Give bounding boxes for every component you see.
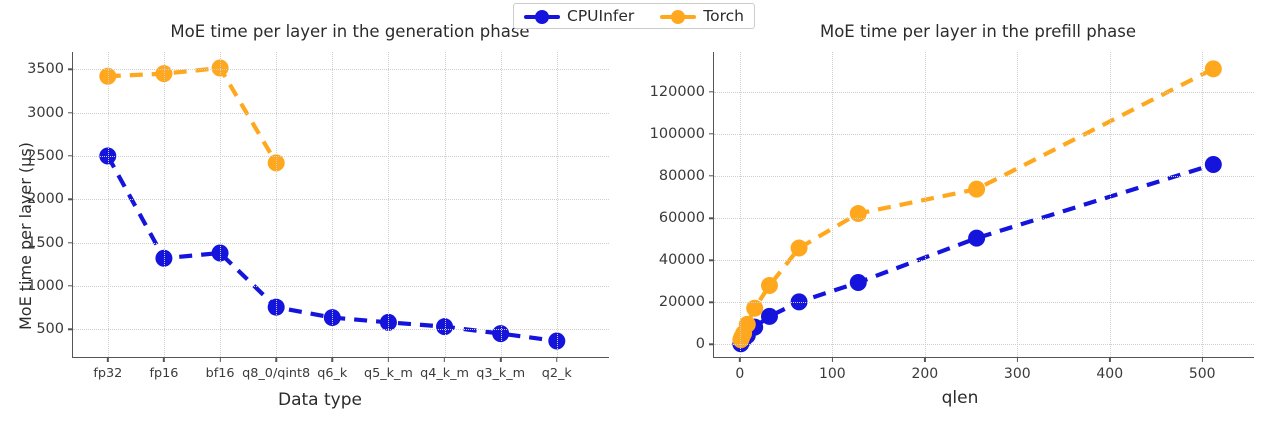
generation-torch-line bbox=[107, 65, 278, 164]
gridline-horizontal bbox=[73, 285, 609, 287]
y-axis-tick: 100000 bbox=[650, 126, 714, 142]
y-axis-tick: 0 bbox=[696, 336, 714, 352]
prefill-torch-point[interactable] bbox=[968, 180, 986, 198]
x-axis-tick: 400 bbox=[1096, 357, 1123, 382]
prefill-torch-point[interactable] bbox=[760, 276, 778, 294]
x-axis-tick: q8_0/qint8 bbox=[242, 357, 310, 381]
prefill-torch-line bbox=[738, 66, 1215, 341]
line-marker-icon bbox=[524, 9, 560, 24]
plot-area-prefill: 0 20000 40000 60000 80000 100000 120000 0 100 200… bbox=[650, 52, 1254, 382]
x-axis-tick: q3_k_m bbox=[476, 357, 525, 381]
gridline-vertical bbox=[924, 52, 926, 357]
gridline-vertical bbox=[388, 52, 390, 357]
gridline-horizontal bbox=[714, 302, 1254, 304]
y-axis-tick: 20000 bbox=[659, 294, 714, 310]
legend-label-torch: Torch bbox=[703, 7, 744, 25]
gridline-horizontal bbox=[73, 242, 609, 244]
legend-label-cpuinfer: CPUInfer bbox=[567, 7, 635, 25]
chart-panel-generation: MoE time per layer in the generation pha… bbox=[0, 0, 640, 426]
y-axis-tick: 80000 bbox=[659, 168, 714, 184]
x-axis-tick: 200 bbox=[911, 357, 938, 382]
gridline-horizontal bbox=[714, 344, 1254, 346]
prefill-torch-point[interactable] bbox=[849, 205, 867, 223]
x-axis-tick: q2_k bbox=[542, 357, 572, 381]
series-layer-generation bbox=[99, 59, 566, 350]
x-axis-tick: bf16 bbox=[206, 357, 235, 381]
gridline-horizontal bbox=[73, 69, 609, 71]
y-axis-tick: 500 bbox=[36, 321, 73, 337]
y-axis-tick: 2000 bbox=[27, 191, 73, 207]
gridline-vertical bbox=[332, 52, 334, 357]
y-axis-tick: 1000 bbox=[27, 278, 73, 294]
gridline-vertical bbox=[107, 52, 109, 357]
gridline-horizontal bbox=[714, 260, 1254, 262]
y-axis-tick: 3500 bbox=[27, 61, 73, 77]
legend-item-cpuinfer[interactable]: CPUInfer bbox=[524, 7, 634, 25]
x-axis-label-generation: Data type bbox=[278, 390, 362, 410]
gridline-horizontal bbox=[73, 112, 609, 114]
gridline-horizontal bbox=[73, 199, 609, 201]
x-axis-tick: 300 bbox=[1004, 357, 1031, 382]
prefill-torch-point[interactable] bbox=[746, 299, 764, 317]
gridline-horizontal bbox=[714, 134, 1254, 136]
x-axis-tick: q5_k_m bbox=[364, 357, 413, 381]
prefill-cpuinfer-point[interactable] bbox=[760, 307, 778, 325]
gridline-vertical bbox=[163, 52, 165, 357]
y-axis-tick: 1500 bbox=[27, 235, 73, 251]
gridline-vertical bbox=[1017, 52, 1019, 357]
gridline-vertical bbox=[444, 52, 446, 357]
gridline-horizontal bbox=[714, 176, 1254, 178]
x-axis-tick: 0 bbox=[735, 357, 744, 382]
x-axis-tick: fp32 bbox=[93, 357, 122, 381]
gridline-horizontal bbox=[73, 155, 609, 157]
chart-panel-prefill: MoE time per layer in the prefill phase … bbox=[640, 0, 1280, 426]
gridline-vertical bbox=[739, 52, 741, 357]
y-axis-tick: 120000 bbox=[650, 84, 714, 100]
gridline-vertical bbox=[832, 52, 834, 357]
gridline-vertical bbox=[556, 52, 558, 357]
gridline-vertical bbox=[500, 52, 502, 357]
x-axis-tick: q6_k bbox=[317, 357, 347, 381]
series-layer-prefill bbox=[732, 60, 1222, 353]
chart-title-generation: MoE time per layer in the generation pha… bbox=[170, 22, 530, 41]
gridline-horizontal bbox=[714, 91, 1254, 93]
x-axis-tick: fp16 bbox=[149, 357, 178, 381]
x-axis-tick: q4_k_m bbox=[420, 357, 469, 381]
gridline-horizontal bbox=[73, 329, 609, 331]
x-axis-tick: 500 bbox=[1189, 357, 1216, 382]
prefill-cpuinfer-point[interactable] bbox=[1204, 156, 1222, 174]
plot-area-generation: 500 1000 1500 2000 2500 3000 3500 fp32 fp16 bf16 q… bbox=[27, 52, 609, 381]
prefill-torch-point[interactable] bbox=[1204, 60, 1222, 78]
gridline-vertical bbox=[220, 52, 222, 357]
x-axis-label-prefill: qlen bbox=[941, 388, 979, 408]
y-axis-tick: 60000 bbox=[659, 210, 714, 226]
y-axis-tick: 40000 bbox=[659, 252, 714, 268]
prefill-cpuinfer-point[interactable] bbox=[849, 274, 867, 292]
gridline-vertical bbox=[276, 52, 278, 357]
prefill-torch-point[interactable] bbox=[790, 239, 808, 257]
line-marker-icon bbox=[660, 9, 697, 24]
legend-item-torch[interactable]: Torch bbox=[660, 7, 744, 25]
chart-legend: CPUInfer Torch bbox=[513, 3, 755, 29]
x-axis-tick: 100 bbox=[819, 357, 846, 382]
y-axis-tick: 3000 bbox=[27, 105, 73, 121]
gridline-vertical bbox=[1109, 52, 1111, 357]
prefill-cpuinfer-point[interactable] bbox=[968, 229, 986, 247]
prefill-torch-point[interactable] bbox=[738, 315, 756, 333]
chart-title-prefill: MoE time per layer in the prefill phase bbox=[819, 22, 1137, 41]
y-axis-tick: 2500 bbox=[27, 148, 73, 164]
gridline-horizontal bbox=[714, 218, 1254, 220]
prefill-cpuinfer-point[interactable] bbox=[790, 293, 808, 311]
gridline-vertical bbox=[1202, 52, 1204, 357]
